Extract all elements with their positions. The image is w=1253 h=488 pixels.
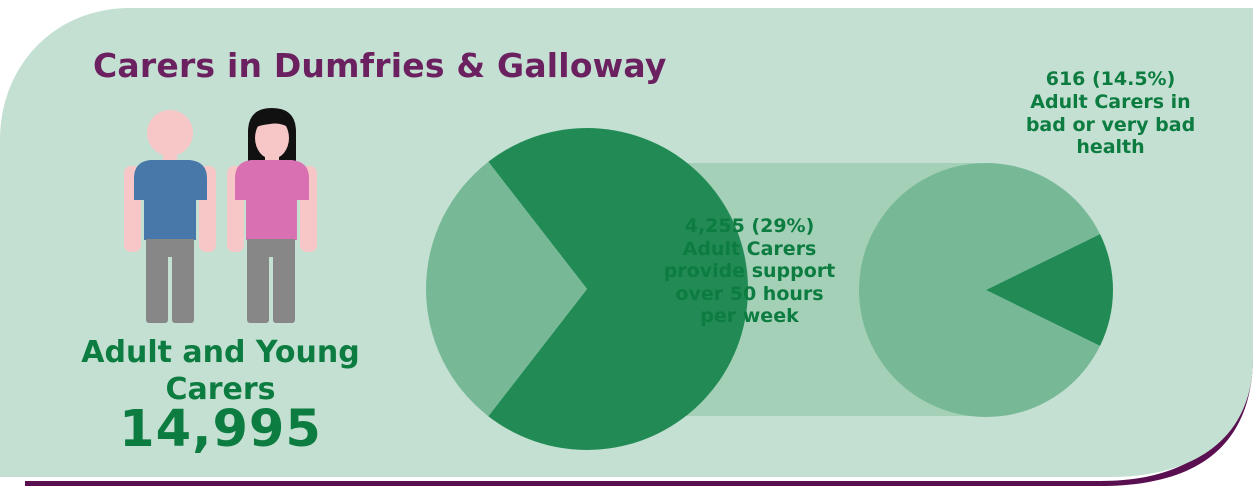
pie-slice-bad-health [986, 234, 1113, 346]
carers-total-value: 14,995 [119, 400, 322, 459]
pie-slice-over-50-hours [426, 161, 587, 417]
pie-slice-other-carers [488, 128, 749, 450]
annotation-50-hours: 4,255 (29%) Adult Carers provide support… [663, 215, 836, 328]
carers-total-label: Adult and Young Carers [81, 335, 360, 407]
pie-chart-bad-health [858, 162, 1113, 417]
male-person-icon [124, 110, 216, 323]
page-title: Carers in Dumfries & Galloway [93, 46, 667, 85]
pie-slice-other-health [858, 162, 1101, 417]
annotation-bad-health: 616 (14.5%) Adult Carers in bad or very … [1025, 68, 1196, 159]
pie-chart-50-hours [426, 128, 749, 450]
female-person-icon [227, 108, 317, 323]
